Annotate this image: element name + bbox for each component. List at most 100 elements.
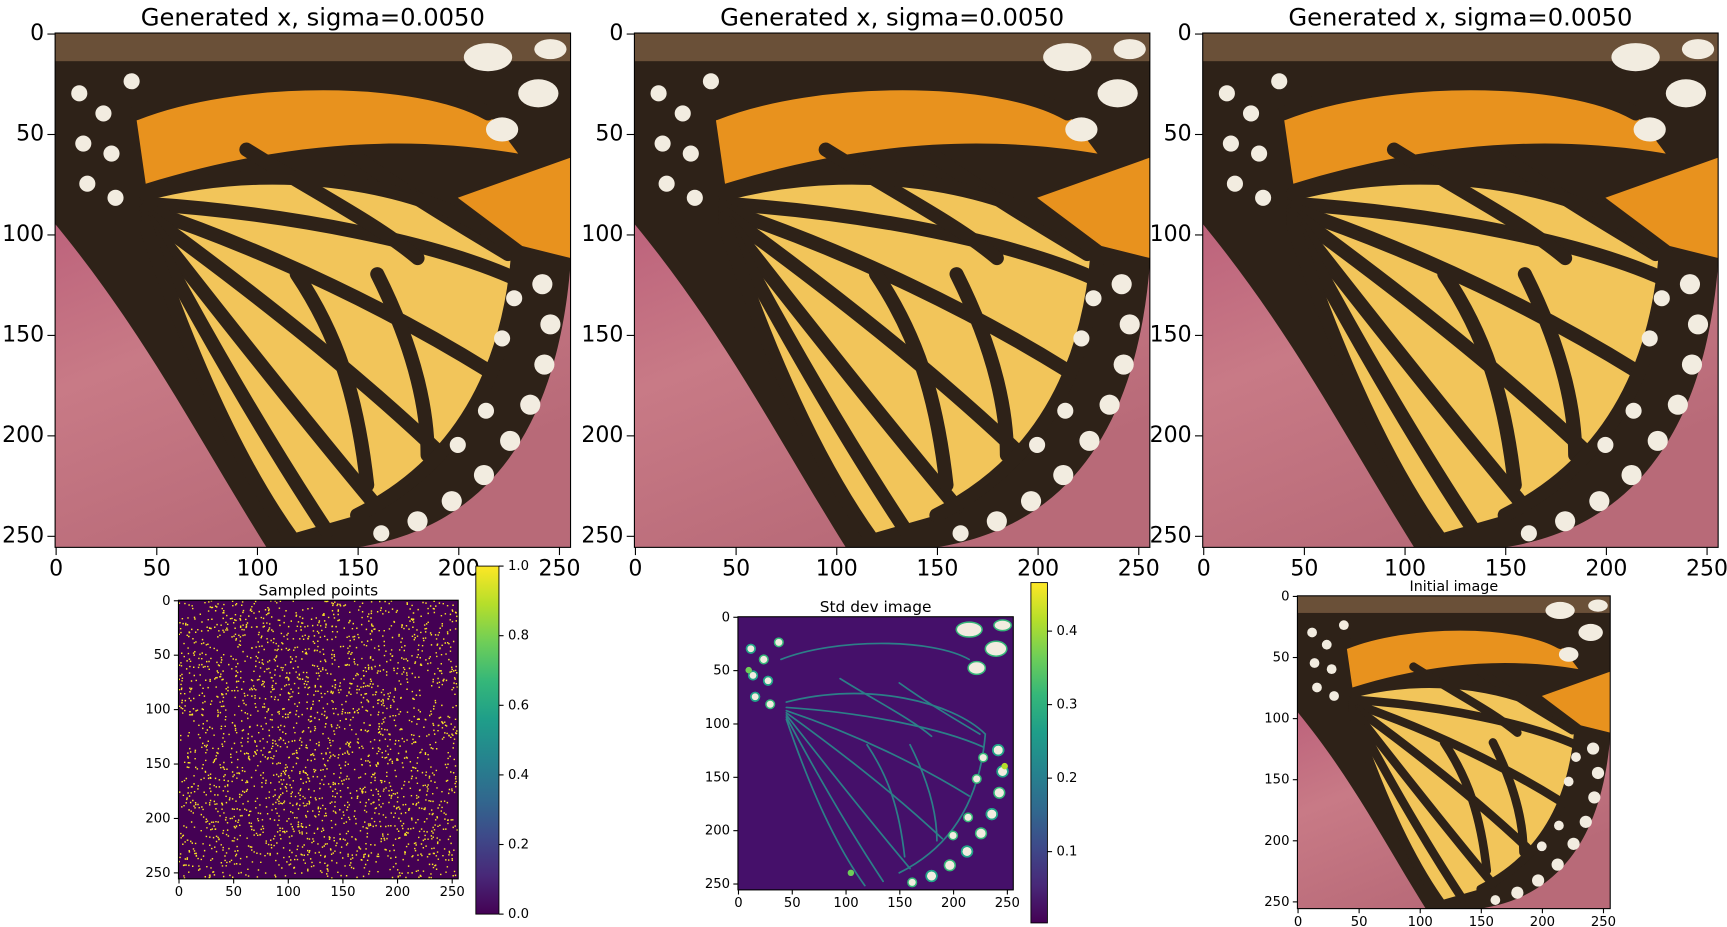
y-tick-label: 0 [30,21,44,46]
image-panel: Std dev image 0 50 100 150 200 250 0 50 100 150 200… [705,583,1078,923]
x-tick-label: 150 [330,885,355,900]
x-tick-label: 150 [337,556,379,581]
x-tick-label: 50 [1351,915,1368,927]
x-tick-label: 150 [1469,915,1494,927]
y-tick-label: 150 [1150,322,1192,347]
x-tick-label: 200 [438,556,480,581]
panel-title: Std dev image [820,598,932,616]
x-tick-label: 200 [385,885,410,900]
x-tick-label: 50 [722,556,750,581]
colorbar-tick-label: 0.6 [508,698,529,713]
x-tick-label: 50 [143,556,171,581]
x-tick-label: 50 [784,896,801,911]
y-tick-label: 50 [1273,651,1290,666]
colorbar-tick-label: 0.4 [1056,624,1077,639]
x-tick-label: 50 [225,885,242,900]
image [1203,33,1718,547]
x-tick-label: 0 [1197,556,1211,581]
x-tick-label: 100 [816,556,858,581]
y-tick-label: 0 [722,610,730,625]
image [178,600,458,879]
x-tick-label: 0 [628,556,642,581]
y-tick-label: 100 [2,222,44,247]
y-tick-label: 50 [16,121,44,146]
y-tick-label: 200 [2,423,44,448]
panel-title: Initial image [1409,579,1498,595]
colorbar [476,566,499,914]
y-tick-label: 150 [705,770,730,785]
y-tick-label: 50 [713,664,730,679]
panel-title: Generated x, sigma=0.0050 [720,4,1064,32]
colorbar-tick-label: 0.1 [1056,845,1077,860]
y-tick-label: 50 [1164,121,1192,146]
x-tick-label: 100 [276,885,301,900]
image-panel: Generated x, sigma=0.0050 0 50 100 150 200 250… [1150,4,1727,582]
y-tick-label: 250 [1150,523,1192,548]
y-tick-label: 150 [581,322,623,347]
x-tick-label: 0 [734,896,742,911]
y-tick-label: 200 [1150,423,1192,448]
y-tick-label: 250 [145,866,170,881]
y-tick-label: 150 [1264,773,1289,788]
image-panel: Sampled points 0 50 100 150 200 250 0 50 100 150 20… [145,559,529,922]
x-tick-label: 250 [1118,556,1160,581]
y-tick-label: 150 [145,757,170,772]
y-tick-label: 100 [705,717,730,732]
x-tick-label: 0 [1294,915,1302,927]
y-tick-label: 200 [145,811,170,826]
colorbar-tick-label: 0.4 [508,768,529,783]
image [738,617,1013,890]
image-panel: Generated x, sigma=0.0050 0 50 100 150 200 250… [581,4,1159,582]
y-tick-label: 100 [581,222,623,247]
y-tick-label: 200 [581,423,623,448]
y-tick-label: 250 [2,523,44,548]
colorbar-tick-label: 0.8 [508,629,529,644]
colorbar-tick-label: 1.0 [508,559,529,574]
x-tick-label: 200 [1530,915,1555,927]
x-tick-label: 100 [1408,915,1433,927]
colorbar-tick-label: 0.0 [508,907,529,922]
colorbar [1031,583,1048,923]
y-tick-label: 50 [595,121,623,146]
colorbar-tick-label: 0.2 [508,838,529,853]
y-tick-label: 200 [705,824,730,839]
figure: Generated x, sigma=0.0050050100150200250… [0,0,1727,927]
y-tick-label: 0 [1178,21,1192,46]
x-tick-label: 250 [1591,915,1616,927]
x-tick-label: 100 [1384,556,1426,581]
y-tick-label: 250 [581,523,623,548]
y-tick-label: 0 [162,594,170,609]
x-tick-label: 200 [1017,556,1059,581]
x-tick-label: 250 [538,556,580,581]
x-tick-label: 200 [941,896,966,911]
image-panel: Generated x, sigma=0.0050 0 50 100 150 200 250… [2,4,580,582]
panel-title: Sampled points [258,581,378,599]
image [634,33,1149,547]
y-tick-label: 100 [1150,222,1192,247]
x-tick-label: 200 [1585,556,1627,581]
x-tick-label: 150 [1485,556,1527,581]
colorbar-tick-label: 0.2 [1056,771,1077,786]
y-tick-label: 100 [1264,712,1289,727]
x-tick-label: 250 [1686,556,1727,581]
x-tick-label: 150 [916,556,958,581]
colorbar-tick-label: 0.3 [1056,698,1077,713]
x-tick-label: 250 [440,885,465,900]
x-tick-label: 50 [1290,556,1318,581]
y-tick-label: 50 [154,648,171,663]
panel-title: Generated x, sigma=0.0050 [1288,4,1632,32]
y-tick-label: 250 [1264,895,1289,910]
y-tick-label: 0 [609,21,623,46]
y-tick-label: 0 [1281,589,1289,604]
x-tick-label: 100 [236,556,278,581]
page: {"chart_data": [ {"type": "image", "titl… [0,0,1727,927]
x-tick-label: 100 [833,896,858,911]
x-tick-label: 0 [175,885,183,900]
y-tick-label: 150 [2,322,44,347]
x-tick-label: 0 [49,556,63,581]
image [55,33,570,547]
x-tick-label: 250 [995,896,1020,911]
panel-title: Generated x, sigma=0.0050 [141,4,485,32]
x-tick-label: 150 [887,896,912,911]
image [1297,596,1610,909]
